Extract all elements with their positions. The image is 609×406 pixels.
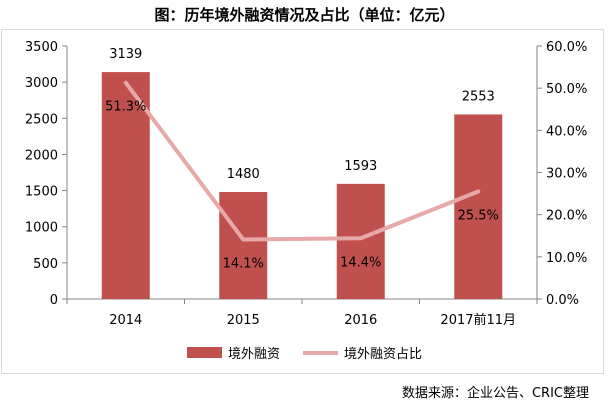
legend-label-bar: 境外融资	[228, 347, 281, 362]
x-tick-label: 2017前11月	[440, 312, 516, 328]
left-tick-label: 1500	[25, 185, 58, 200]
line-point	[241, 238, 245, 242]
data-source-note: 数据来源：企业公告、CRIC整理	[401, 386, 589, 401]
line-point	[476, 189, 480, 193]
left-tick-label: 3500	[25, 40, 58, 55]
right-tick-label: 50.0%	[546, 82, 587, 97]
bar	[101, 72, 150, 299]
left-tick-label: 3000	[25, 76, 58, 91]
share-line	[123, 80, 481, 242]
line-value-label: 14.4%	[340, 255, 381, 270]
bar	[336, 183, 385, 299]
right-tick-label: 60.0%	[546, 40, 587, 55]
x-tick-label: 2015	[227, 313, 260, 328]
line-value-label: 25.5%	[458, 208, 499, 223]
legend-item-bar: 境外融资	[187, 343, 280, 362]
legend-label-line: 境外融资占比	[344, 347, 423, 362]
legend-item-line: 境外融资占比	[303, 343, 422, 362]
chart-frame	[1, 29, 604, 374]
bar-value-label: 1480	[227, 167, 260, 182]
line-value-label: 51.3%	[105, 100, 146, 115]
legend-swatch-line	[303, 350, 338, 355]
bar-value-label: 1593	[344, 159, 377, 174]
x-tick-label: 2014	[109, 313, 142, 328]
right-tick-label: 10.0%	[546, 251, 587, 266]
line-point	[359, 236, 363, 240]
x-tick-label: 2016	[344, 313, 377, 328]
line-value-label: 14.1%	[223, 257, 264, 272]
left-tick-label: 2000	[25, 148, 58, 163]
right-tick-label: 30.0%	[546, 167, 587, 182]
chart-legend: 境外融资 境外融资占比	[0, 343, 609, 363]
left-tick-label: 0	[50, 293, 58, 308]
right-tick-label: 40.0%	[546, 124, 587, 139]
line-point	[124, 81, 128, 85]
bar-value-label: 2553	[462, 89, 495, 104]
right-tick-label: 0.0%	[546, 293, 579, 308]
legend-swatch-bar	[187, 347, 222, 358]
right-tick-label: 20.0%	[546, 209, 587, 224]
left-tick-label: 1000	[25, 221, 58, 236]
left-tick-label: 500	[33, 257, 58, 272]
bar-value-label: 3139	[109, 47, 142, 62]
bar	[219, 192, 268, 299]
chart-title: 图：历年境外融资情况及占比（单位：亿元）	[154, 6, 455, 24]
left-tick-label: 2500	[25, 112, 58, 127]
bar	[454, 114, 503, 299]
